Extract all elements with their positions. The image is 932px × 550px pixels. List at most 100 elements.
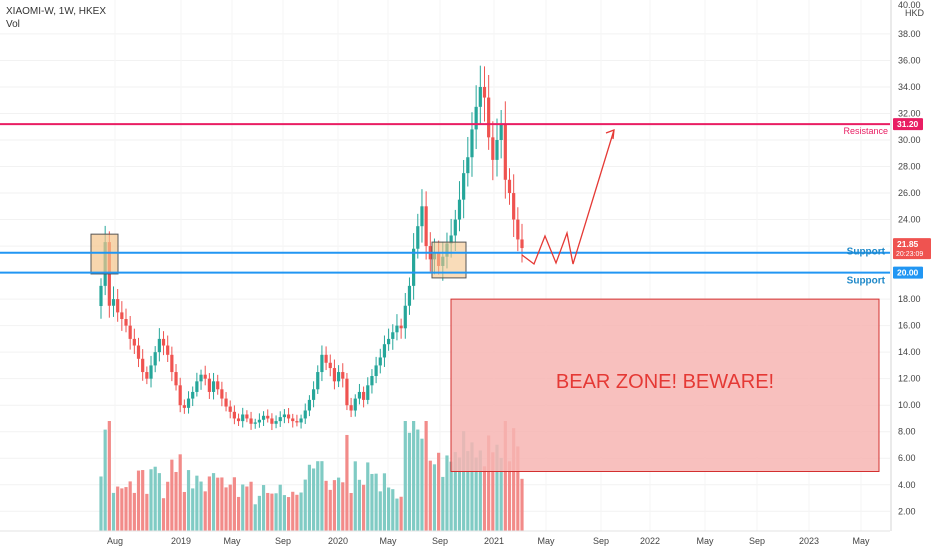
volume-bar: [520, 478, 524, 531]
y-tick-label: 16.00: [898, 321, 921, 331]
candle-body: [320, 354, 324, 373]
candle-body: [132, 338, 136, 346]
y-tick-label: 12.00: [898, 374, 921, 384]
candle-body: [512, 193, 516, 220]
volume-bar: [441, 476, 445, 531]
volume-bar: [178, 454, 182, 531]
volume-bar: [249, 481, 253, 531]
y-tick-label: 30.00: [898, 135, 921, 145]
volume-bar: [141, 470, 145, 531]
x-tick-label: May: [852, 536, 870, 546]
volume-bar: [420, 438, 424, 531]
candle-body: [199, 374, 203, 382]
candle-body: [149, 365, 153, 379]
volume-bar: [320, 461, 324, 531]
volume-bar: [103, 429, 107, 531]
volume-bar: [378, 491, 382, 531]
volume-bar: [195, 475, 199, 531]
candle-body: [161, 338, 166, 346]
candle-body: [370, 376, 374, 386]
y-tick-label: 24.00: [898, 215, 921, 225]
volume-bar: [499, 457, 503, 531]
candle-body: [249, 418, 253, 424]
volume-bar: [366, 462, 370, 531]
candle-body: [353, 398, 357, 411]
x-tick-label: 2020: [328, 536, 348, 546]
volume-bar: [516, 446, 520, 531]
volume-bar: [445, 455, 449, 531]
volume-bar: [132, 492, 136, 531]
candle-body: [182, 405, 186, 408]
volume-bar: [512, 428, 516, 531]
candle-body: [495, 140, 499, 160]
candle-body: [211, 381, 216, 392]
support-lower-price-tag: 20.00: [897, 268, 919, 278]
volume-bar: [211, 473, 216, 531]
volume-bar: [416, 429, 420, 531]
volume-bar: [166, 481, 170, 531]
candle-body: [520, 239, 524, 249]
candle-body: [462, 173, 466, 200]
volume-bars: [99, 421, 524, 531]
legend: XIAOMI-W, 1W, HKEX Vol: [6, 5, 106, 31]
candle-body: [324, 354, 328, 363]
candle-body: [232, 411, 236, 419]
bear-zone-box: [450, 298, 880, 472]
candle-body: [466, 157, 470, 174]
candle-body: [449, 235, 453, 244]
candle-body: [387, 338, 391, 345]
volume-indicator-label[interactable]: Vol: [6, 19, 20, 30]
volume-bar: [353, 461, 357, 531]
candle-body: [336, 372, 341, 382]
currency-label: HKD: [905, 8, 925, 18]
volume-bar: [349, 493, 353, 531]
volume-bar: [199, 481, 203, 531]
volume-bar: [191, 488, 195, 531]
candle-body: [153, 352, 157, 366]
x-tick-label: 2022: [640, 536, 660, 546]
y-tick-label: 14.00: [898, 347, 921, 357]
candle-body: [362, 391, 366, 400]
volume-bar: [299, 492, 303, 531]
candle-body: [457, 199, 462, 220]
y-tick-label: 18.00: [898, 294, 921, 304]
candle-body: [453, 219, 457, 236]
symbol-title[interactable]: XIAOMI-W, 1W, HKEX: [6, 6, 107, 17]
candle-body: [478, 86, 482, 107]
volume-bar: [257, 495, 261, 531]
candle-body: [295, 421, 299, 423]
candle-body: [191, 391, 195, 399]
x-tick-label: 2021: [484, 536, 504, 546]
volume-bar: [328, 489, 332, 531]
candle-body: [470, 129, 474, 158]
projection-path: [521, 129, 615, 266]
candle-body: [332, 368, 337, 382]
volume-bar: [482, 466, 487, 531]
volume-bar: [291, 491, 295, 531]
candle-body: [416, 226, 420, 249]
volume-bar: [412, 421, 416, 531]
candle-body: [124, 319, 128, 326]
candle-body: [378, 357, 382, 366]
last-price-tag: 21.85: [897, 239, 919, 249]
candle-body: [357, 391, 362, 399]
candle-body: [482, 86, 487, 98]
y-tick-label: 32.00: [898, 108, 921, 118]
y-tick-label: 40.00: [898, 0, 921, 10]
y-tick-label: 2.00: [898, 506, 916, 516]
volume-bar: [487, 435, 491, 531]
candle-body: [345, 378, 349, 406]
volume-bar: [136, 470, 141, 531]
support-label-upper: Support: [847, 247, 886, 258]
volume-bar: [182, 491, 186, 531]
volume-bar: [382, 473, 387, 531]
volume-bar: [232, 477, 236, 531]
volume-bar: [295, 494, 299, 531]
volume-bar: [153, 466, 157, 531]
candle-body: [257, 419, 261, 423]
candle-body: [316, 372, 320, 390]
volume-bar: [286, 497, 291, 531]
candle-body: [170, 354, 174, 373]
